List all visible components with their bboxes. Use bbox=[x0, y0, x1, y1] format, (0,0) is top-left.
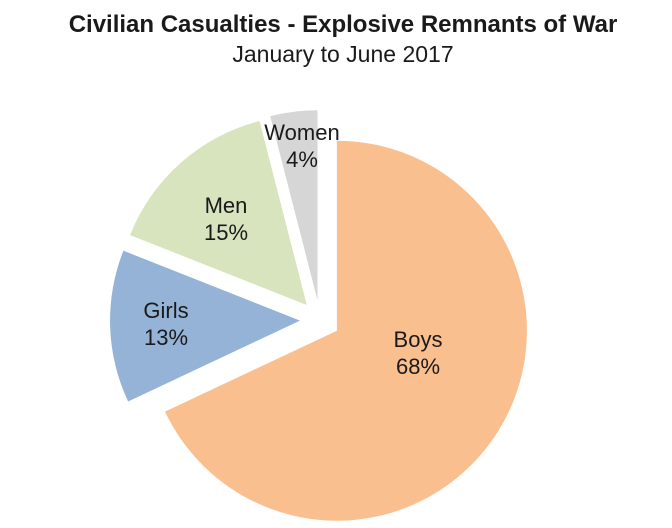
slice-label-percent: 13% bbox=[144, 325, 188, 350]
slice-label-name: Girls bbox=[143, 298, 188, 323]
slice-label-men: Men 15% bbox=[204, 193, 248, 245]
chart-subtitle: January to June 2017 bbox=[232, 41, 454, 67]
pie-slice-boys bbox=[165, 140, 527, 521]
slice-label-percent: 68% bbox=[396, 354, 440, 379]
slice-label-name: Boys bbox=[394, 327, 443, 352]
slice-label-percent: 4% bbox=[286, 147, 318, 172]
chart-header: Civilian Casualties - Explosive Remnants… bbox=[0, 10, 672, 68]
slice-label-boys: Boys 68% bbox=[394, 327, 443, 379]
pie-slice-women bbox=[270, 110, 318, 301]
pie-slice-girls bbox=[110, 250, 301, 402]
chart-title: Civilian Casualties - Explosive Remnants… bbox=[68, 11, 618, 38]
slice-label-women: Women 4% bbox=[264, 120, 339, 172]
slice-label-girls: Girls 13% bbox=[143, 298, 188, 350]
pie-slice-men bbox=[130, 121, 307, 305]
slice-label-name: Men bbox=[205, 193, 248, 218]
slice-label-percent: 15% bbox=[204, 220, 248, 245]
slice-label-name: Women bbox=[264, 120, 339, 145]
